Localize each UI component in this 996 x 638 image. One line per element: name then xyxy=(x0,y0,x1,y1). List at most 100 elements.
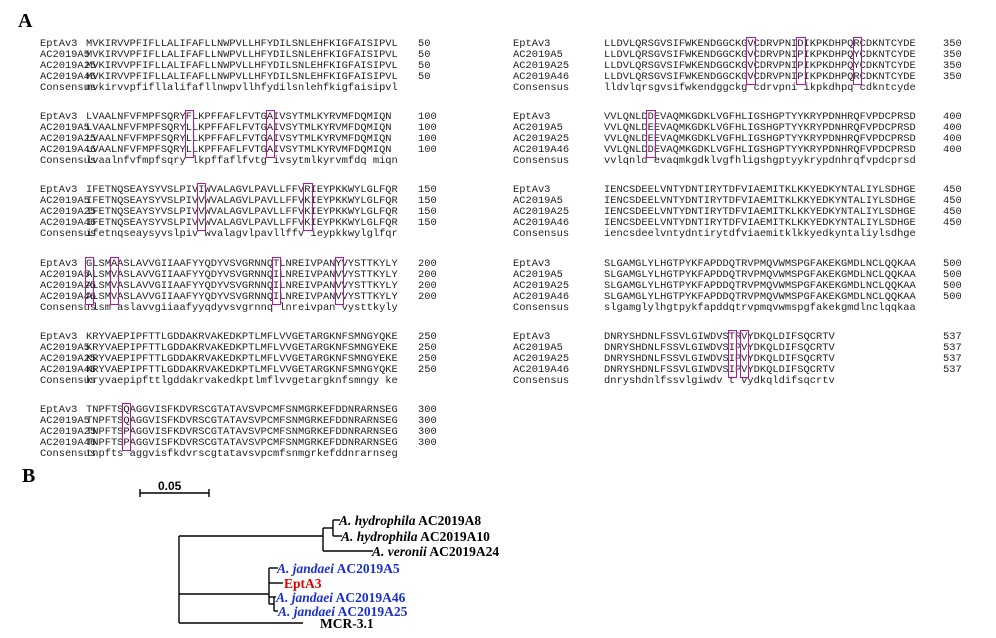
sequence-name: AC2019A5 xyxy=(513,122,563,134)
sequence-name: AC2019A5 xyxy=(40,49,90,61)
sequence-name: EptAv3 xyxy=(40,258,78,270)
sequence-text: MVKIRVVPFIFLLALIFAFLLNWPVLLHFYDILSNLEHFK… xyxy=(86,38,398,50)
sequence-position: 537 xyxy=(943,342,962,354)
sequence-position: 500 xyxy=(943,291,962,303)
sequence-text: IENCSDEELVNTYDNTIRYTDFVIAEMITKLKKYEDKYNT… xyxy=(604,184,916,196)
sequence-row: AC2019A46 TNPFTSPAGGVISFKDVRSCGTATAVSVPCM… xyxy=(40,438,448,449)
sequence-name: AC2019A5 xyxy=(40,122,90,134)
sequence-row: AC2019A5 TNPFTSQAGGVISFKDVRSCGTATAVSVPCMF… xyxy=(40,416,448,427)
sequence-row: EptAv3 VVLQNLDDEVAQMKGDKLVGFHLIGSHGPTYYKR… xyxy=(513,112,973,123)
sequence-row: AC2019A5 LVAALNFVFMPFSQRYLLKPFFAFLFVTGAIV… xyxy=(40,123,448,134)
consensus-row: Consensus lldvlqrsgvsifwkendggckg cdrvpni… xyxy=(513,83,973,94)
sequence-position: 50 xyxy=(418,38,431,50)
alignment-block: EptAv3 LLDVLQRSGVSIFWKENDGGCKGVCDRVPNIDIK… xyxy=(513,37,973,94)
sequence-position: 100 xyxy=(418,111,437,123)
sequence-row: AC2019A25 MVKIRVVPFIFLLALIFAFLLNWPVLLHFYD… xyxy=(40,61,448,72)
sequence-row: EptAv3 MVKIRVVPFIFLLALIFAFLLNWPVLLHFYDILS… xyxy=(40,39,448,50)
sequence-row: AC2019A5 VVLQNLDEEVAQMKGDKLVGFHLIGSHGPTYY… xyxy=(513,123,973,134)
sequence-name: Consensus xyxy=(40,375,97,387)
sequence-text: LLDVLQRSGVSIFWKENDGGCKGVCDRVPNIPIKPKDHPQ… xyxy=(604,49,916,61)
tip-strain: AC2019A24 xyxy=(429,544,500,559)
sequence-text: LVAALNFVFMPFSQRYLLKPFFAFLFVTGAIVSYTMLKYR… xyxy=(86,144,392,156)
sequence-row: EptAv3 GLSMAASLAVVGIIAAFYYQDYVSVGRNNQTLNR… xyxy=(40,259,448,270)
sequence-text: vvlqnld evaqmkgdklvgfhligshgptyykrypdnhr… xyxy=(604,155,916,167)
sequence-row: AC2019A25 DNRYSHDNLFSSVLGIWDVSIPVYDKQLDIF… xyxy=(513,354,973,365)
sequence-text: TNPFTSQAGGVISFKDVRSCGTATAVSVPCMFSNMGRKEF… xyxy=(86,404,398,416)
sequence-row: AC2019A25 VVLQNLDEEVAQMKGDKLVGFHLIGSHGPTY… xyxy=(513,134,973,145)
sequence-text: iencsdeelvntydntirytdfviaemitklkkyedkynt… xyxy=(604,228,916,240)
sequence-position: 300 xyxy=(418,437,437,449)
sequence-name: AC2019A5 xyxy=(513,49,563,61)
sequence-position: 450 xyxy=(943,184,962,196)
sequence-text: IFETNQSEAYSYVSLPIVVWVALAGVLPAVLLFFVKIEYP… xyxy=(86,195,398,207)
sequence-position: 300 xyxy=(418,404,437,416)
sequence-position: 150 xyxy=(418,195,437,207)
sequence-text: DNRYSHDNLFSSVLGIWDVSIPVYDKQLDIFSQCRTV xyxy=(604,342,835,354)
alignment-block: EptAv3 VVLQNLDDEVAQMKGDKLVGFHLIGSHGPTYYKR… xyxy=(513,110,973,167)
sequence-row: EptAv3 TNPFTSQAGGVISFKDVRSCGTATAVSVPCMFSN… xyxy=(40,405,448,416)
sequence-row: EptAv3 IENCSDEELVNTYDNTIRYTDFVIAEMITKLKKY… xyxy=(513,185,973,196)
tip-species: A. veronii xyxy=(372,544,427,559)
sequence-row: AC2019A5 SLGAMGLYLHGTPYKFAPDDQTRVPMQVWMSP… xyxy=(513,270,973,281)
sequence-name: AC2019A46 xyxy=(513,364,570,376)
consensus-row: Consensus mvkirvvpfifllalifafllnwpvllhfyd… xyxy=(40,83,448,94)
sequence-name: AC2019A25 xyxy=(513,280,570,292)
sequence-position: 400 xyxy=(943,111,962,123)
sequence-text: LVAALNFVFMPFSQRYLLKPFFAFLFVTGAIVSYTMLKYR… xyxy=(86,133,392,145)
sequence-text: IENCSDEELVNTYDNTIRYTDFVIAEMITKLKKYEDKYNT… xyxy=(604,195,916,207)
sequence-position: 250 xyxy=(418,342,437,354)
sequence-name: AC2019A25 xyxy=(40,280,97,292)
sequence-row: AC2019A25 KRYVAEPIPFTTLGDDAKRVAKEDKPTLMFL… xyxy=(40,354,448,365)
sequence-text: dnryshdnlfssvlgiwdv t vydkqldifsqcrtv xyxy=(604,375,835,387)
sequence-text: IFETNQSEAYSYVSLPIVIWVALAGVLPAVLLFFVRIEYP… xyxy=(86,184,398,196)
sequence-name: EptAv3 xyxy=(513,331,551,343)
alignment-block: EptAv3 GLSMAASLAVVGIIAAFYYQDYVSVGRNNQTLNR… xyxy=(40,257,448,314)
sequence-row: AC2019A46 DNRYSHDNLFSSVLGIWDVSIPVYDKQLDIF… xyxy=(513,365,973,376)
consensus-row: Consensus lvaalnfvfmpfsqry lkpffaflfvtg i… xyxy=(40,156,448,167)
sequence-text: IFETNQSEAYSYVSLPIVVWVALAGVLPAVLLFFVKIEYP… xyxy=(86,206,398,218)
sequence-position: 500 xyxy=(943,269,962,281)
sequence-row: AC2019A46 ALSMVASLAVVGIIAAFYYQDYVSVGRNNQI… xyxy=(40,292,448,303)
sequence-name: AC2019A46 xyxy=(40,71,97,83)
sequence-row: AC2019A25 TNPFTSPAGGVISFKDVRSCGTATAVSVPCM… xyxy=(40,427,448,438)
sequence-text: DNRYSHDNLFSSVLGIWDVSIPVYDKQLDIFSQCRTV xyxy=(604,353,835,365)
sequence-text: GLSMAASLAVVGIIAAFYYQDYVSVGRNNQTLNREIVPAN… xyxy=(86,258,398,270)
sequence-position: 450 xyxy=(943,206,962,218)
sequence-row: AC2019A5 KRYVAEPIPFTTLGDDAKRVAKEDKPTLMFLV… xyxy=(40,343,448,354)
sequence-position: 350 xyxy=(943,60,962,72)
alignment-block: EptAv3 IENCSDEELVNTYDNTIRYTDFVIAEMITKLKKY… xyxy=(513,185,973,240)
sequence-position: 50 xyxy=(418,49,431,61)
consensus-row: Consensus lsm aslavvgiiaafyyqdyvsvgrnnq … xyxy=(40,303,448,314)
sequence-position: 400 xyxy=(943,144,962,156)
sequence-position: 450 xyxy=(943,195,962,207)
sequence-name: AC2019A46 xyxy=(40,291,97,303)
sequence-text: MVKIRVVPFIFLLALIFAFLLNWPVLLHFYDILSNLEHFK… xyxy=(86,49,398,61)
sequence-position: 537 xyxy=(943,353,962,365)
sequence-name: AC2019A25 xyxy=(513,60,570,72)
tip-strain: AC2019A5 xyxy=(336,561,400,576)
sequence-name: Consensus xyxy=(513,228,570,240)
sequence-row: AC2019A5 IENCSDEELVNTYDNTIRYTDFVIAEMITKLK… xyxy=(513,196,973,207)
sequence-position: 100 xyxy=(418,144,437,156)
sequence-text: TNPFTSPAGGVISFKDVRSCGTATAVSVPCMFSNMGRKEF… xyxy=(86,426,398,438)
tip-strain: EptA3 xyxy=(284,576,322,591)
sequence-text: IENCSDEELVNTYDNTIRYTDFVIAEMITKLKKYEDKYNT… xyxy=(604,206,916,218)
tip-mcr31: MCR-3.1 xyxy=(320,616,374,632)
sequence-text: slgamglylhgtpykfapddqtrvpmqvwmspgfakekgm… xyxy=(604,302,916,314)
sequence-text: VVLQNLDDEVAQMKGDKLVGFHLIGSHGPTYYKRYPDNHR… xyxy=(604,111,916,123)
sequence-position: 100 xyxy=(418,122,437,134)
sequence-name: Consensus xyxy=(40,82,97,94)
sequence-row: AC2019A46 LVAALNFVFMPFSQRYLLKPFFAFLFVTGAI… xyxy=(40,145,448,156)
sequence-position: 400 xyxy=(943,133,962,145)
sequence-name: AC2019A5 xyxy=(40,269,90,281)
sequence-position: 300 xyxy=(418,426,437,438)
sequence-name: EptAv3 xyxy=(40,111,78,123)
consensus-row: Consensus slgamglylhgtpykfapddqtrvpmqvwms… xyxy=(513,303,973,314)
consensus-row: Consensus iencsdeelvntydntirytdfviaemitkl… xyxy=(513,229,973,240)
sequence-name: AC2019A46 xyxy=(40,144,97,156)
sequence-name: AC2019A46 xyxy=(40,364,97,376)
sequence-position: 150 xyxy=(418,184,437,196)
sequence-position: 150 xyxy=(418,206,437,218)
tip-species: A. hydrophila xyxy=(339,513,416,528)
sequence-text: mvkirvvpfifllalifafllnwpvllhfydilsnlehfk… xyxy=(86,82,398,94)
